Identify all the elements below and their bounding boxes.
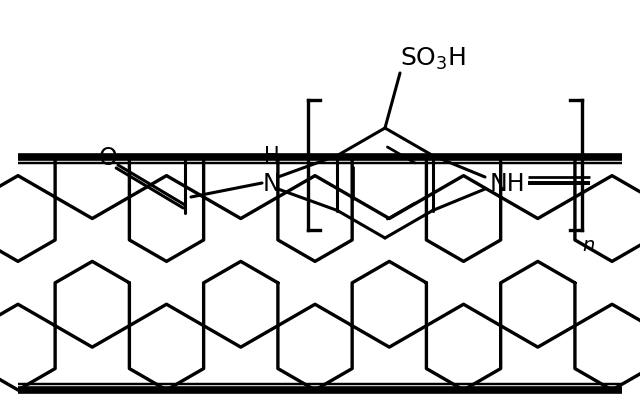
Text: SO$_3$H: SO$_3$H — [400, 46, 466, 72]
Text: N: N — [263, 172, 281, 196]
Text: n: n — [582, 235, 595, 254]
Text: H: H — [264, 146, 280, 166]
Text: NH: NH — [490, 172, 525, 196]
Text: O: O — [99, 146, 117, 170]
